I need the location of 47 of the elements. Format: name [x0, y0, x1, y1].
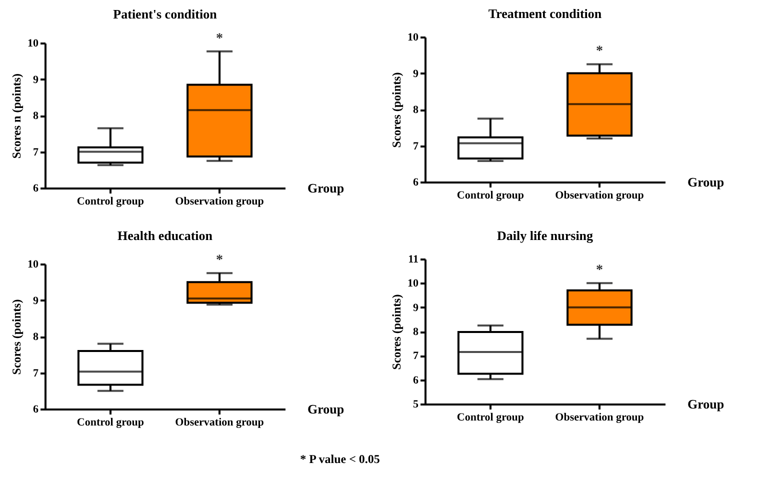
y-tick-label: 7: [413, 350, 419, 362]
y-axis-title: Scores (points): [390, 72, 404, 148]
text: * P value < 0.05: [299, 452, 381, 467]
x-tick-label: Observation group: [175, 416, 264, 428]
x-axis-title: Group: [688, 396, 724, 412]
y-tick-label: 10: [28, 258, 39, 270]
annotation: *: [596, 263, 604, 278]
y-tick-label: 10: [408, 32, 419, 44]
y-tick-label: 10: [28, 38, 39, 50]
annotation: *: [596, 44, 604, 60]
y-tick-label: 8: [33, 331, 39, 343]
y-tick-label: 9: [33, 74, 39, 86]
x-axis-title: Group: [308, 402, 344, 416]
y-tick-label: 7: [33, 146, 39, 158]
x-tick-label: Observation group: [175, 196, 264, 208]
chart-title: Health education: [118, 228, 214, 244]
y-tick-label: 6: [413, 176, 419, 188]
y-tick-label: 9: [33, 294, 39, 307]
annotation: *: [216, 31, 224, 46]
x-tick-label: Control group: [76, 416, 144, 428]
x-tick-label: Control group: [456, 190, 524, 202]
y-tick-label: 6: [413, 374, 419, 386]
x-axis-title: Group: [308, 180, 344, 196]
y-tick-label: 9: [413, 68, 419, 80]
y-axis-title: Scores n (points): [10, 73, 24, 159]
y-axis-title: Scores (points): [10, 299, 24, 375]
chart-title: Treatment condition: [488, 6, 602, 21]
x-tick-label: Control group: [456, 412, 524, 424]
y-tick-label: 6: [33, 404, 39, 416]
chart-title: Patient's condition: [113, 6, 218, 22]
y-tick-label: 9: [413, 302, 419, 314]
chart-title: Daily life nursing: [496, 228, 594, 243]
y-tick-label: 6: [33, 182, 39, 194]
annotation: *: [216, 253, 224, 268]
x-tick-label: Observation group: [555, 412, 644, 424]
y-axis-title: Scores (points): [390, 294, 404, 370]
y-tick-label: 8: [33, 110, 39, 122]
x-axis-title: Group: [688, 174, 724, 190]
x-tick-label: Control group: [76, 196, 144, 208]
y-tick-label: 10: [408, 278, 419, 290]
y-tick-label: 7: [413, 140, 419, 152]
y-tick-label: 8: [413, 104, 419, 116]
y-tick-label: 8: [413, 326, 419, 338]
x-tick-label: Observation group: [555, 190, 644, 202]
y-tick-label: 7: [33, 367, 39, 380]
y-tick-label: 5: [413, 398, 419, 410]
y-tick-label: 11: [408, 254, 418, 266]
